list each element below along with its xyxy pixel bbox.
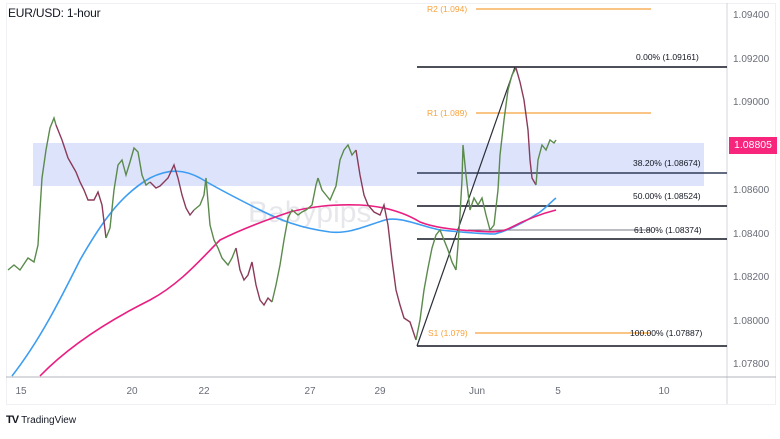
- pivot-s1-label: S1 (1.079): [428, 328, 468, 338]
- time-tick: 10: [658, 386, 670, 397]
- pivot-r1-label: R1 (1.089): [427, 108, 467, 118]
- pivot-r2-label: R2 (1.094): [427, 4, 467, 14]
- watermark: Babypips: [248, 196, 371, 229]
- candlesticks: [7, 67, 557, 341]
- fib-100-label: 100.00% (1.07887): [630, 328, 702, 338]
- chart-title: EUR/USD: 1-hour: [8, 6, 101, 20]
- fib-50-label: 50.00% (1.08524): [633, 191, 701, 201]
- fib-618-label: 61.80% (1.08374): [634, 225, 702, 235]
- price-tick: 1.08400: [733, 229, 770, 240]
- brand-name: TradingView: [21, 414, 77, 426]
- time-tick: Jun: [469, 386, 485, 397]
- tradingview-brand[interactable]: TV TradingView: [6, 414, 76, 426]
- price-tick: 1.08600: [733, 185, 770, 196]
- price-tick: 1.09000: [733, 97, 770, 108]
- time-tick: 20: [126, 386, 138, 397]
- price-tick: 1.09400: [733, 10, 770, 21]
- time-tick: 22: [198, 386, 210, 397]
- moving-average-magenta: [39, 204, 557, 377]
- current-price-tag: 1.08805: [729, 137, 777, 154]
- fib-382-label: 38.20% (1.08674): [633, 158, 701, 168]
- price-tick: 1.09200: [733, 54, 770, 65]
- fib-0-label: 0.00% (1.09161): [636, 52, 699, 62]
- time-tick: 27: [304, 386, 316, 397]
- moving-average-blue: [11, 170, 557, 377]
- chart-frame: [6, 3, 776, 405]
- price-tick: 1.08000: [733, 316, 770, 327]
- resistance-zone: [33, 143, 704, 186]
- fibonacci-retracement[interactable]: 0.00% (1.09161) 38.20% (1.08674) 50.00% …: [416, 52, 727, 347]
- time-tick: 15: [15, 386, 27, 397]
- time-tick: 5: [555, 386, 561, 397]
- fib-trend-line: [416, 66, 516, 347]
- tradingview-logo-icon: TV: [6, 414, 19, 426]
- price-tick: 1.08200: [733, 272, 770, 283]
- price-tick: 1.07800: [733, 359, 770, 370]
- time-tick: 29: [374, 386, 386, 397]
- time-axis[interactable]: 15 20 22 27 29 Jun 5 10: [15, 386, 670, 397]
- price-axis[interactable]: 1.09400 1.09200 1.09000 1.08600 1.08400 …: [733, 10, 770, 370]
